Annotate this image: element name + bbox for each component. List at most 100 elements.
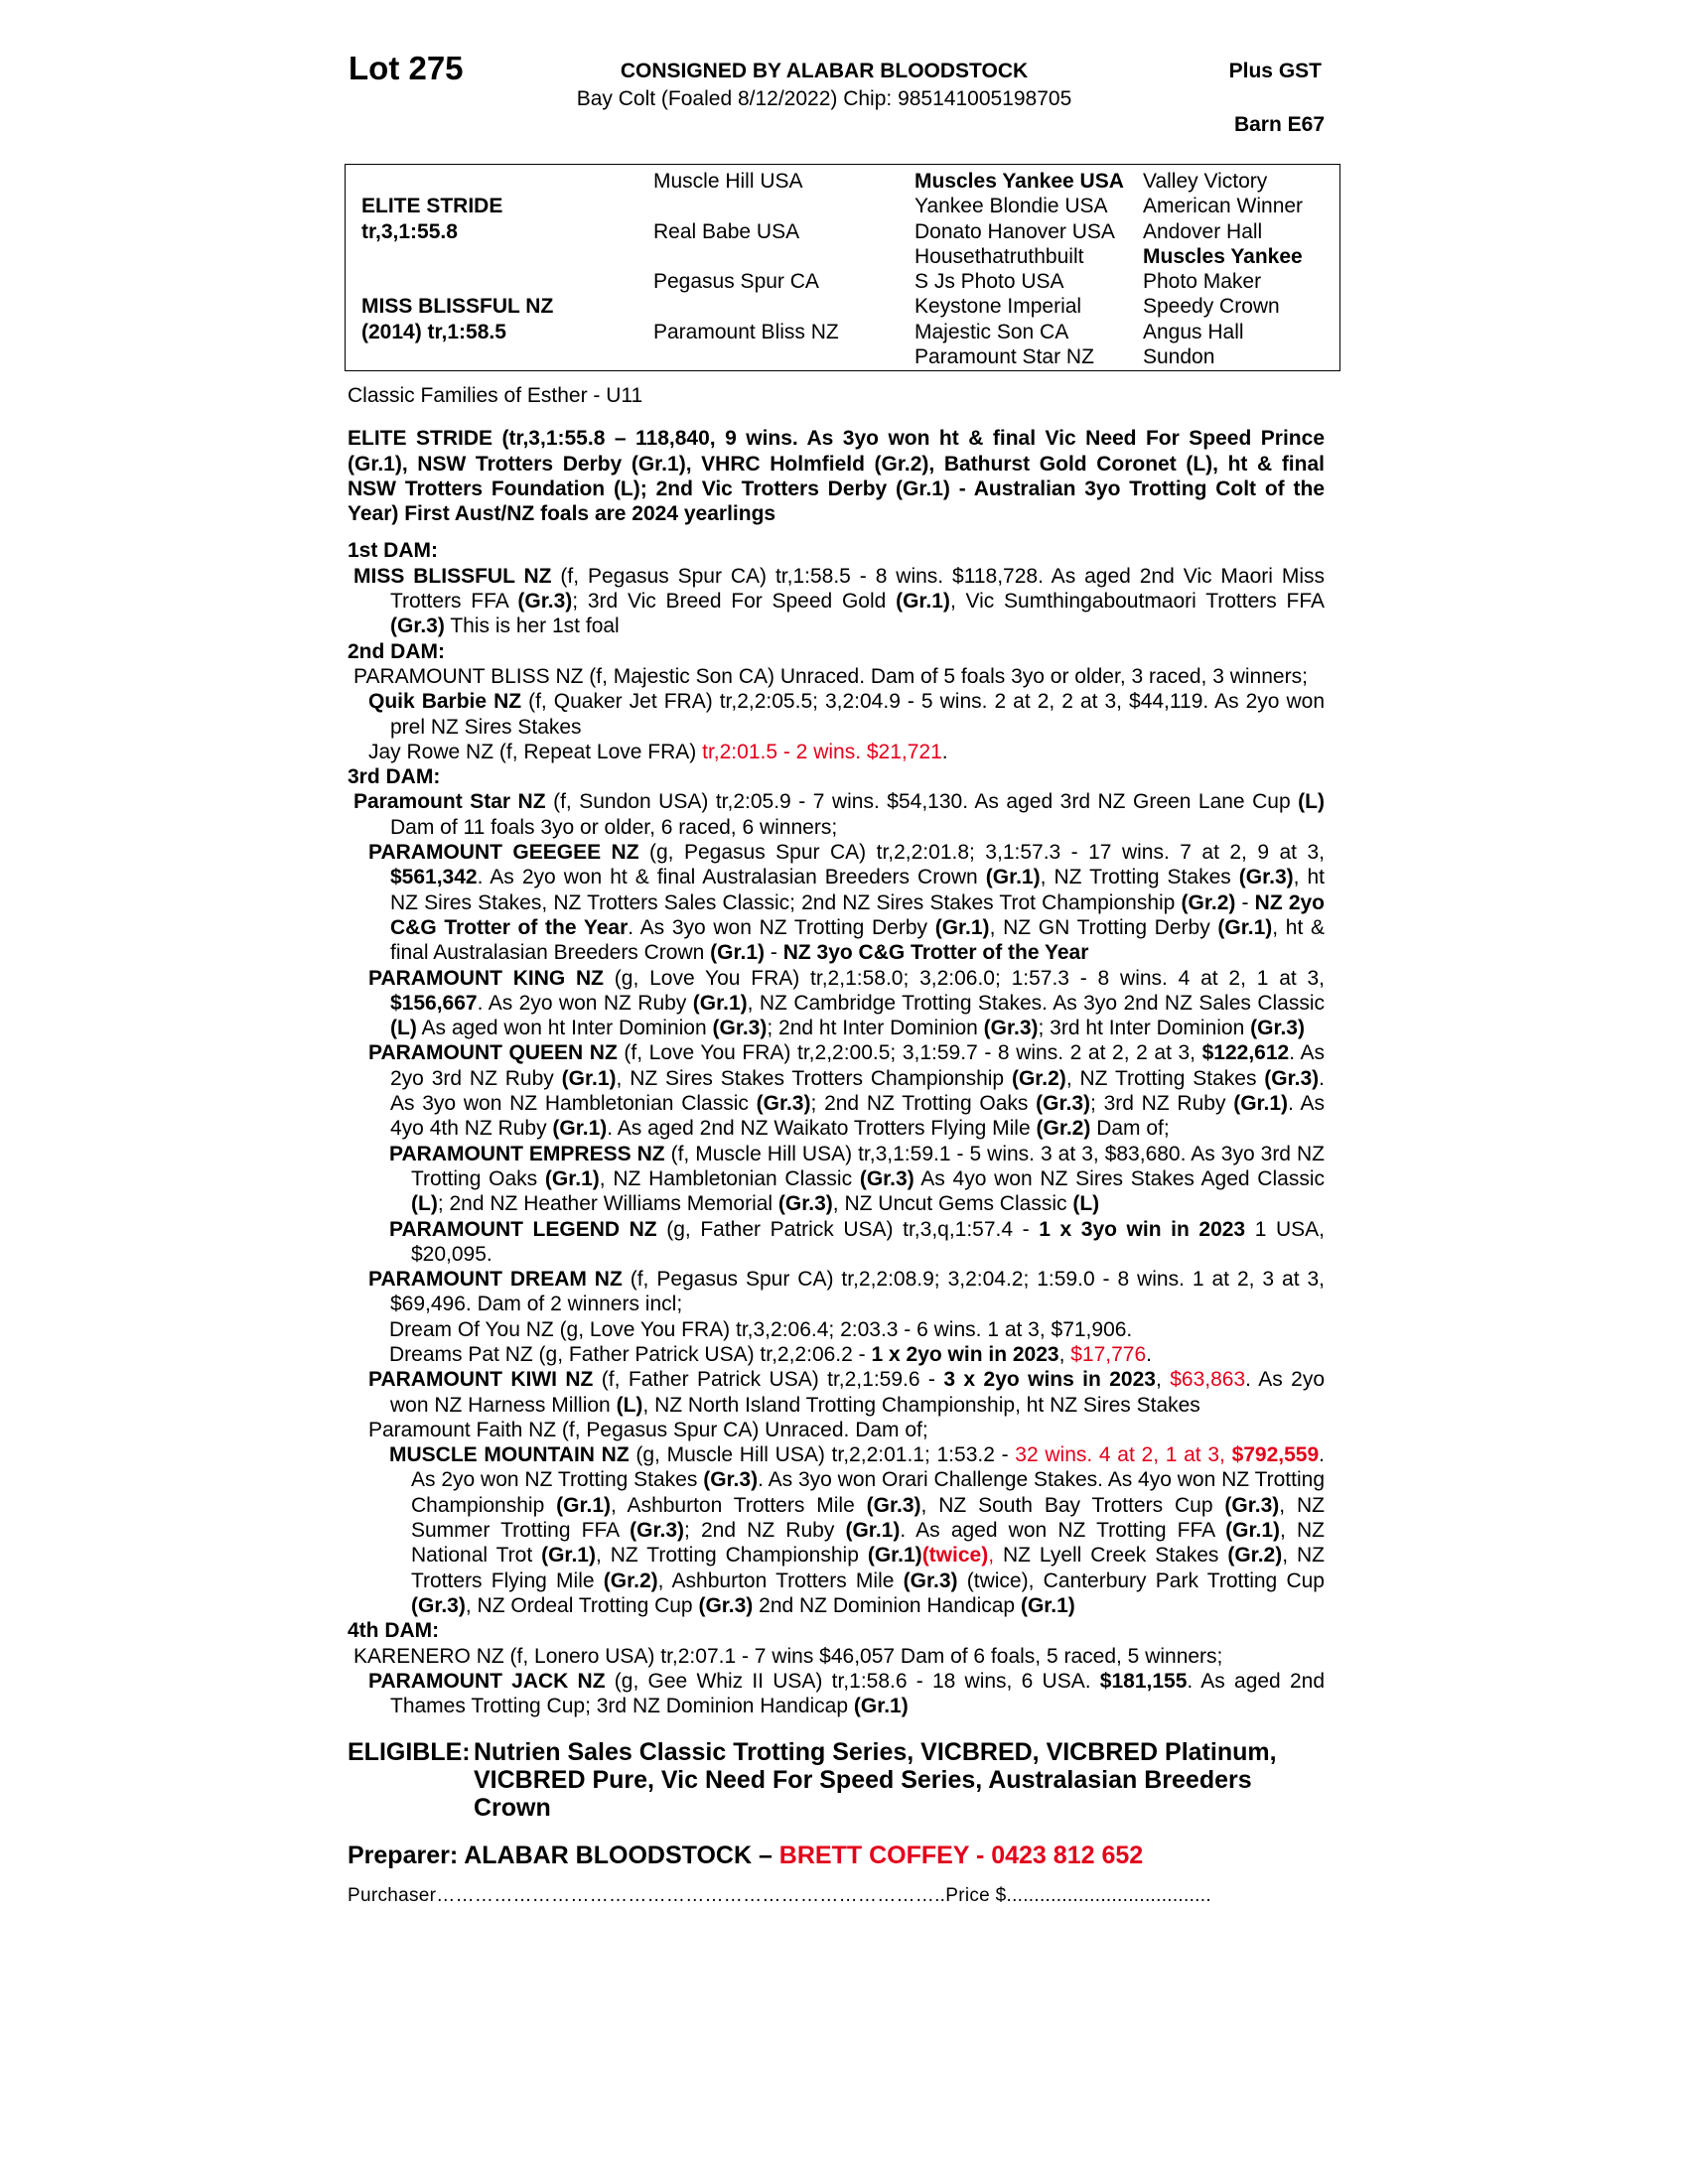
text-run: (Gr.1) — [710, 941, 766, 965]
text-run: , — [1058, 1342, 1071, 1366]
text-run: 3 x 2yo wins in 2023 — [943, 1368, 1156, 1392]
pedigree-cell: S Js Photo USA — [914, 270, 1064, 294]
pedigree-cell: Housethatruthbuilt — [914, 244, 1084, 268]
text-run: . — [941, 740, 948, 763]
text-run: $63,863 — [1170, 1368, 1246, 1392]
text-run: NZ Lyell Creek Stakes — [1002, 1544, 1228, 1568]
pedigree-cell: Pegasus Spur CA — [653, 270, 819, 294]
text-run — [1225, 1443, 1232, 1466]
eligible: ELIGIBLE: Nutrien Sales Classic Trotting… — [348, 1738, 1325, 1822]
pedigree-cell: Muscles Yankee USA — [914, 170, 1124, 193]
pedigree-cell: Angus Hall — [1143, 320, 1244, 343]
preparer-contact: BRETT COFFEY - 0423 812 652 — [778, 1842, 1144, 1870]
text-run: . As 2yo won NZ Ruby — [477, 991, 693, 1015]
main-text: Classic Families of Esther - U11 ELITE S… — [348, 383, 1325, 1908]
text-run: PARAMOUNT KIWI NZ — [368, 1368, 594, 1392]
text-run: Dam of; — [1090, 1117, 1170, 1141]
text-run: (Gr.1) — [845, 1519, 901, 1543]
pedigree-empty — [361, 344, 653, 369]
progeny-entry: PARAMOUNT JACK NZ (g, Gee Whiz II USA) t… — [348, 1669, 1325, 1719]
progeny-entry: PARAMOUNT KING NZ (g, Love You FRA) tr,2… — [348, 966, 1325, 1041]
text-run: Jay Rowe NZ (f, Repeat Love FRA) — [368, 740, 703, 763]
text-run: (L) — [1298, 790, 1325, 814]
text-run: (Gr.3) — [517, 590, 573, 614]
text-run: . — [1146, 1342, 1153, 1366]
text-run: ; 3rd ht Inter Dominion — [1038, 1017, 1251, 1040]
pedigree-cell: tr,3,1:55.8 — [361, 219, 458, 243]
text-run: ; 2nd ht Inter Dominion — [767, 1017, 984, 1040]
progeny-entry: PARAMOUNT KIWI NZ (f, Father Patrick USA… — [348, 1367, 1325, 1418]
text-run: (L) — [390, 1017, 417, 1040]
text-run: (L) — [411, 1192, 438, 1216]
text-run: (Gr.3) — [630, 1519, 685, 1543]
text-run: (twice), Canterbury Park Trotting Cup — [957, 1569, 1325, 1592]
text-run: . As 4yo 4th NZ Ruby — [390, 1092, 1325, 1141]
text-run: - — [1235, 890, 1255, 914]
text-run: (Gr.3) — [777, 1192, 833, 1216]
preparer-label: Preparer: ALABAR BLOODSTOCK – — [348, 1842, 779, 1870]
text-run: (Gr.3) — [1036, 1092, 1090, 1116]
progeny-entry: PARAMOUNT LEGEND NZ (g, Father Patrick U… — [348, 1217, 1325, 1268]
barn: Barn E67 — [1233, 113, 1325, 136]
text-run: (g, Pegasus Spur CA) tr,2,2:01.8; 3,1:57… — [638, 841, 1325, 865]
dam-heading: 2nd DAM: — [348, 639, 445, 663]
text-run: (Gr.1) — [561, 1066, 617, 1090]
text-run: 32 wins. 4 at 2, 1 at 3, — [1015, 1443, 1225, 1467]
text-run: (Gr.2) — [1181, 890, 1236, 914]
text-run: , NZ North Island Trotting Championship,… — [642, 1393, 1200, 1417]
text-run: (Gr.1) — [1217, 915, 1273, 939]
text-run: (Gr.2) — [1011, 1066, 1066, 1090]
text-run: , ht NZ Sires Stakes, NZ Trotters Sales … — [390, 866, 1326, 914]
text-run: ; 3rd Vic Breed For Speed Gold — [572, 590, 897, 614]
text-run: (g, Gee Whiz II USA) tr,1:58.6 - 18 wins… — [605, 1669, 1100, 1693]
text-run: , Ashburton Trotters Mile — [657, 1569, 904, 1592]
progeny-entry: MUSCLE MOUNTAIN NZ (g, Muscle Hill USA) … — [348, 1442, 1325, 1618]
text-run: (Gr.1) — [1225, 1519, 1281, 1543]
pedigree-cell: Photo Maker — [1143, 270, 1262, 294]
text-run: (Gr.3) — [756, 1092, 811, 1116]
progeny-entry: Jay Rowe NZ (f, Repeat Love FRA) tr,2:01… — [348, 740, 1325, 764]
pedigree-cell: Andover Hall — [1143, 219, 1263, 243]
pedigree-cell: Speedy Crown — [1143, 295, 1280, 319]
text-run: . As aged won NZ Trotting FFA — [900, 1519, 1226, 1543]
text-run: $156,667 — [390, 991, 478, 1015]
text-run: (f, Sundon USA) tr,2:05.9 - 7 wins. $54,… — [545, 790, 1299, 814]
progeny-entry: PARAMOUNT GEEGEE NZ (g, Pegasus Spur CA)… — [348, 840, 1325, 965]
purchaser-line: Purchaser……………………………………………………………………..Pri… — [348, 1884, 1211, 1906]
text-run: , NZ Trotters Flying Mile — [411, 1544, 1325, 1592]
text-run: (Gr.1) — [544, 1166, 600, 1190]
text-run: Paramount Star NZ — [353, 790, 546, 814]
text-run: , NZ Sires Stakes Trotters Championship — [616, 1066, 1012, 1090]
text-run: (Gr.2) — [1036, 1117, 1091, 1141]
progeny-entry: KARENERO NZ (f, Lonero USA) tr,2:07.1 - … — [348, 1644, 1325, 1669]
text-run: This is her 1st foal — [444, 614, 620, 638]
text-run: (L) — [616, 1393, 643, 1417]
text-run: (f, Love You FRA) tr,2,2:00.5; 3,1:59.7 … — [617, 1041, 1202, 1065]
text-run: PARAMOUNT GEEGEE NZ — [368, 841, 639, 865]
text-run: . As 2yo won NZ Harness Million — [390, 1368, 1326, 1417]
pedigree-cell: Paramount Star NZ — [914, 345, 1094, 369]
pedigree-box: Muscle Hill USA Muscles Yankee USA Valley … — [345, 164, 1340, 371]
text-run: (Gr.3) — [859, 1166, 914, 1190]
text-run: (f, Pegasus Spur CA) tr,1:58.5 - 8 wins.… — [390, 564, 1325, 614]
text-run: $17,776 — [1070, 1342, 1147, 1366]
pedigree-empty — [653, 244, 914, 269]
text-run: ; 2nd NZ Ruby — [684, 1519, 846, 1543]
pedigree-cell: Paramount Bliss NZ — [653, 320, 839, 343]
pedigree-cell: Donato Hanover USA — [914, 219, 1115, 243]
pedigree-empty — [361, 244, 653, 269]
progeny-entry: PARAMOUNT EMPRESS NZ (f, Muscle Hill USA… — [348, 1142, 1325, 1217]
text-run: Dreams Pat NZ (g, Father Patrick USA) tr… — [389, 1342, 872, 1366]
progeny-entry: Paramount Faith NZ (f, Pegasus Spur CA) … — [348, 1418, 1325, 1442]
text-run: (Gr.3) — [983, 1017, 1039, 1040]
pedigree-empty — [361, 269, 653, 294]
progeny-entry: Dreams Pat NZ (g, Father Patrick USA) tr… — [348, 1342, 1325, 1367]
dam-heading: 4th DAM: — [348, 1619, 440, 1643]
text-run: $792,559 — [1231, 1443, 1320, 1467]
text-run: , NZ Hambletonian Classic — [599, 1166, 860, 1190]
text-run: 1 x 3yo win in 2023 — [1039, 1217, 1246, 1241]
text-run: (g, Love You FRA) tr,2,1:58.0; 3,2:06.0;… — [604, 966, 1326, 990]
text-run: (Gr.1) — [1233, 1092, 1289, 1116]
text-run: , NZ National Trot — [411, 1519, 1325, 1568]
text-run: (g, Father Patrick USA) tr,3,q,1:57.4 - — [656, 1217, 1040, 1241]
